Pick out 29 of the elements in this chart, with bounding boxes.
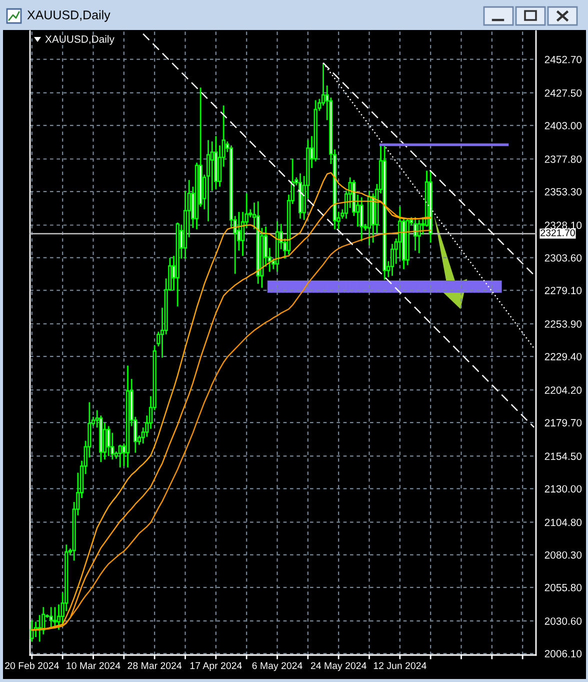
y-tick-label: 2353.30: [544, 188, 582, 196]
x-tick-label: 28 Mar 2024: [128, 662, 182, 670]
x-tick-label: 12 Jun 2024: [374, 662, 426, 670]
y-tick-label: 2055.80: [544, 584, 582, 592]
y-tick-label: 2427.50: [544, 89, 582, 97]
y-tick-label: 2229.40: [544, 352, 582, 360]
y-tick-label: 2377.80: [544, 155, 582, 163]
y-tick-label: 2006.10: [544, 650, 582, 658]
y-tick-label: 2279.10: [544, 286, 582, 294]
y-tick-label: 2204.20: [544, 386, 582, 394]
x-tick-label: 6 May 2024: [252, 662, 302, 672]
y-tick-label: 2303.60: [544, 254, 582, 262]
x-tick-label: 17 Apr 2024: [190, 662, 242, 672]
x-tick-label: 24 May 2024: [310, 662, 366, 672]
y-tick-label: 2080.30: [544, 551, 582, 559]
chart-title: XAUUSD,Daily: [27, 10, 110, 22]
y-tick-label: 2403.00: [544, 122, 582, 130]
chart-subtitle: XAUUSD,Daily: [45, 35, 114, 45]
y-tick-label: 2104.80: [544, 518, 582, 526]
y-tick-label: 2328.10: [544, 222, 582, 229]
x-tick-label: 10 Mar 2024: [66, 662, 120, 670]
y-tick-label: 2253.90: [544, 320, 582, 328]
y-tick-label: 2130.00: [544, 485, 582, 493]
x-tick-label: 20 Feb 2024: [5, 662, 59, 670]
y-tick-label: 2179.70: [544, 419, 582, 426]
y-tick-label: 2030.60: [544, 617, 582, 625]
y-tick-label: 2154.50: [544, 452, 582, 460]
y-tick-label: 2452.70: [544, 56, 582, 64]
ref-line-label: 2321.70: [540, 229, 575, 236]
